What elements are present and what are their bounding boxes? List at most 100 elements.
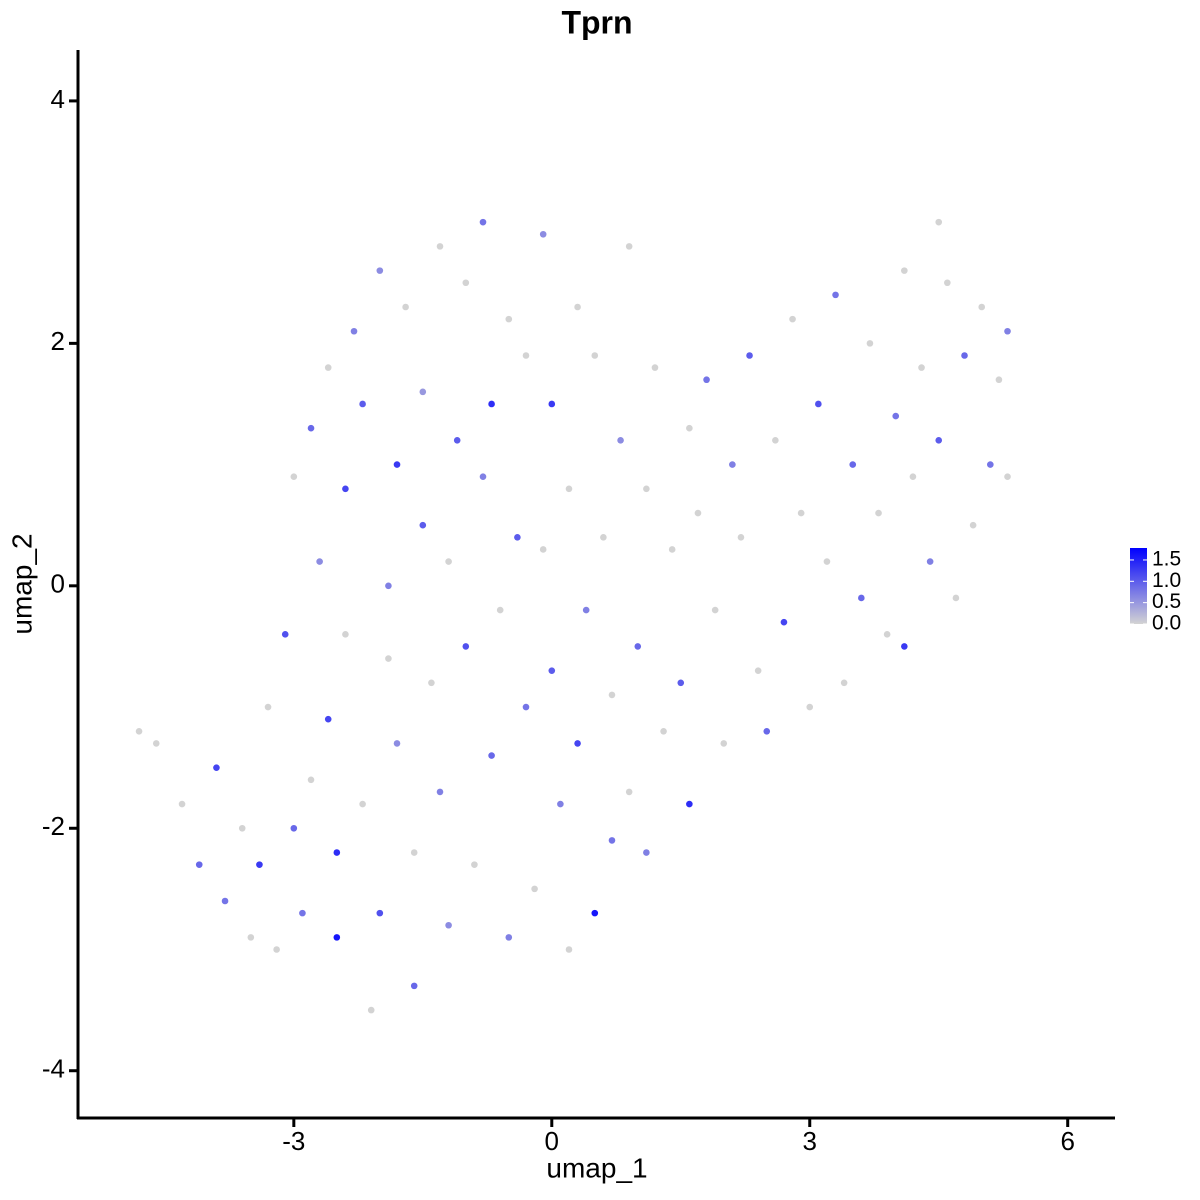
point <box>1004 327 1011 335</box>
point <box>557 800 564 808</box>
point <box>668 546 676 553</box>
point <box>462 279 470 287</box>
point <box>393 740 401 747</box>
point <box>135 727 143 735</box>
point <box>961 352 968 359</box>
point <box>978 303 986 311</box>
y-tick-label: 0 <box>51 569 65 599</box>
point <box>359 400 366 408</box>
point <box>617 437 624 444</box>
point <box>290 824 298 832</box>
point <box>548 667 556 674</box>
point <box>445 921 452 929</box>
point <box>944 279 951 287</box>
point <box>436 788 444 796</box>
y-tick-label: 4 <box>51 84 65 114</box>
point <box>677 679 685 687</box>
point <box>849 461 857 468</box>
x-tick-label: -3 <box>282 1126 305 1156</box>
point <box>686 424 693 432</box>
point <box>402 303 409 311</box>
point <box>703 376 710 384</box>
point <box>918 364 925 371</box>
point <box>393 461 401 468</box>
point <box>789 315 796 323</box>
point <box>273 946 280 953</box>
point <box>488 400 495 408</box>
point <box>281 631 289 638</box>
point <box>333 934 341 941</box>
point <box>901 267 908 274</box>
point <box>436 243 444 250</box>
point <box>505 934 513 941</box>
point <box>539 546 547 553</box>
point <box>548 400 556 408</box>
point <box>247 934 255 941</box>
point <box>522 352 530 359</box>
point <box>574 303 581 311</box>
point <box>324 364 332 371</box>
point <box>496 606 504 614</box>
point <box>359 800 366 808</box>
point <box>539 230 547 238</box>
point <box>935 437 943 444</box>
point <box>445 558 452 565</box>
point <box>815 400 822 408</box>
point <box>643 849 650 856</box>
point <box>488 752 495 759</box>
point <box>213 764 220 771</box>
point <box>591 909 599 917</box>
y-axis-title: umap_2 <box>6 533 37 634</box>
point <box>376 909 384 917</box>
point <box>651 364 659 371</box>
point <box>342 485 349 493</box>
point <box>471 861 478 868</box>
point <box>995 376 1003 384</box>
x-axis-title: umap_1 <box>546 1152 647 1183</box>
point <box>350 327 358 335</box>
point <box>419 388 427 396</box>
point <box>342 631 349 638</box>
point <box>565 946 573 953</box>
point <box>686 800 693 808</box>
point <box>875 509 882 517</box>
point <box>453 437 461 444</box>
point <box>840 679 848 687</box>
point <box>152 740 160 747</box>
point <box>462 643 470 650</box>
point <box>316 558 323 565</box>
point <box>772 437 779 444</box>
point <box>634 643 642 650</box>
point <box>608 691 616 699</box>
point <box>797 509 805 517</box>
point <box>376 267 384 274</box>
point <box>307 776 315 784</box>
point <box>600 534 607 541</box>
point <box>238 824 246 832</box>
point <box>505 315 513 323</box>
point <box>367 1006 375 1014</box>
point <box>410 849 418 856</box>
point <box>1004 473 1011 481</box>
point <box>264 703 272 711</box>
point <box>324 715 332 723</box>
x-tick-label: 6 <box>1060 1126 1074 1156</box>
point <box>729 461 736 468</box>
point <box>307 424 315 432</box>
point <box>522 703 530 711</box>
point <box>221 897 229 905</box>
point <box>806 703 814 711</box>
point <box>858 594 865 602</box>
y-tick-label: -2 <box>42 811 65 841</box>
point <box>574 740 581 747</box>
point <box>754 667 762 674</box>
colorbar-tick-label: 0.5 <box>1152 590 1181 613</box>
point <box>694 509 702 517</box>
colorbar <box>1130 548 1147 624</box>
point <box>419 521 427 529</box>
point <box>479 473 487 481</box>
chart-title: Tprn <box>561 4 632 40</box>
point <box>935 218 943 226</box>
point <box>428 679 435 687</box>
